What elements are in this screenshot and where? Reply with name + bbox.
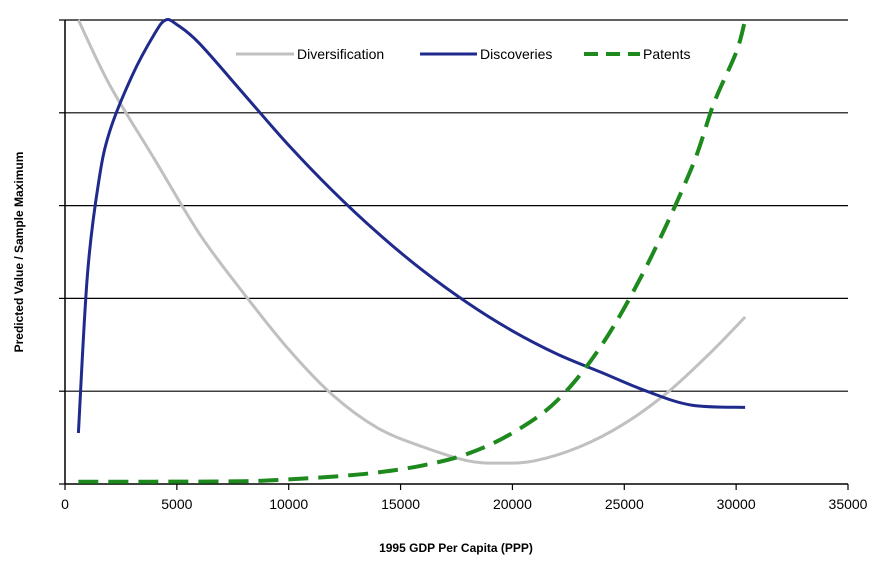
x-tick-label-5: 25000 [605,496,644,512]
axes [64,20,848,485]
y-axis-title: Predicted Value / Sample Maximum [12,152,26,353]
legend-label-discoveries: Discoveries [480,46,552,62]
series-line-discoveries [76,18,746,434]
legend: Diversification Discoveries Patents [232,40,712,68]
x-tick-label-4: 20000 [493,496,532,512]
x-tick-label-3: 15000 [381,496,420,512]
legend-label-diversification: Diversification [297,46,384,62]
series-line-patents [78,19,748,484]
x-ticks: 0 5000 10000 15000 20000 25000 30000 35000 [61,484,868,512]
series-line-diversification [77,19,747,465]
x-axis-title: 1995 GDP Per Capita (PPP) [379,541,533,555]
y-ticks [59,19,65,485]
legend-label-patents: Patents [643,46,690,62]
x-tick-label-2: 10000 [269,496,308,512]
x-tick-label-7: 35000 [829,496,868,512]
x-tick-label-1: 5000 [161,496,192,512]
gridlines [65,19,848,392]
x-tick-label-0: 0 [61,496,69,512]
x-tick-label-6: 30000 [717,496,756,512]
series-layer [76,18,748,484]
